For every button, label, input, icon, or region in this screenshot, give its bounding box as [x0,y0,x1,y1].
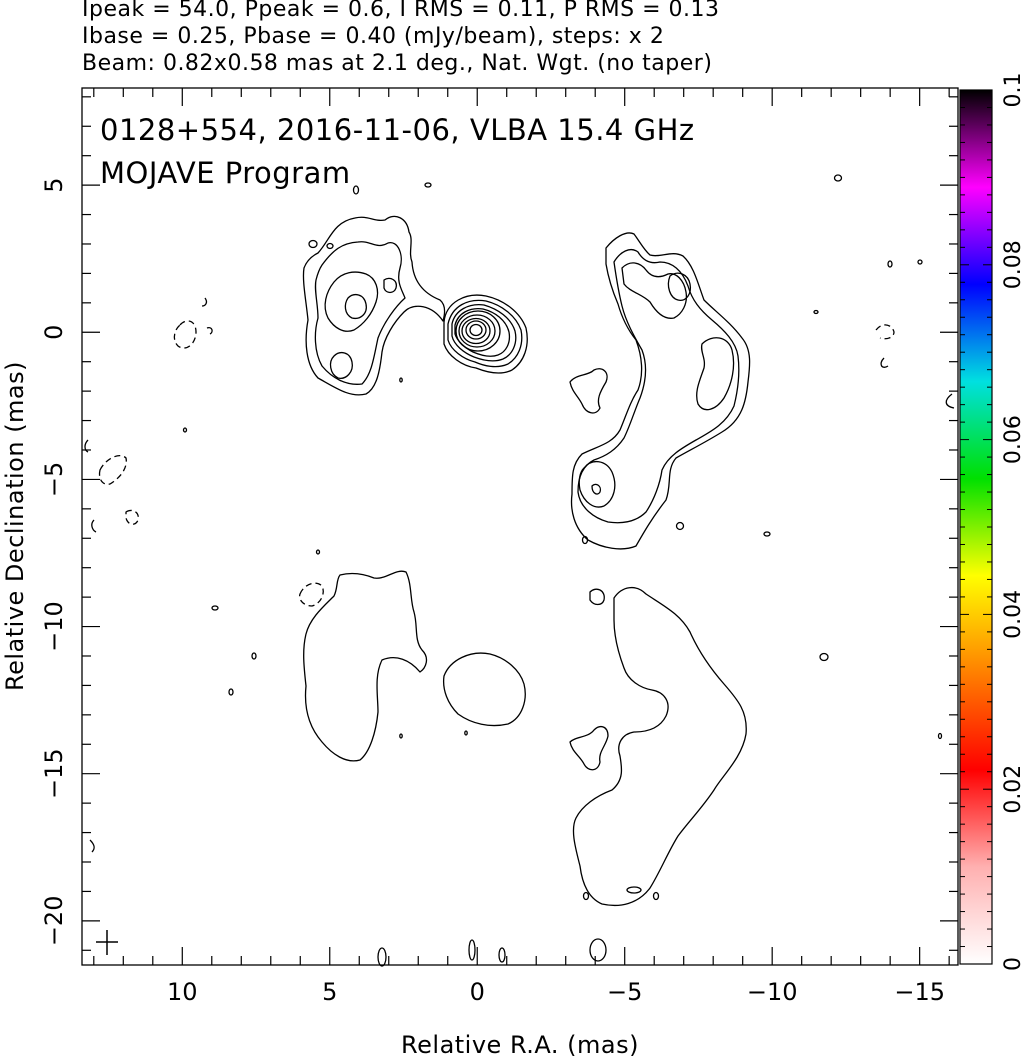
x-tick-label: 5 [322,978,337,1006]
contour-core-7 [461,317,491,345]
beam-marker [96,930,118,955]
chart-title: 0128+554, 2016-11-06, VLBA 15.4 GHz [100,113,695,147]
contour-core-9 [469,323,483,337]
plot-frame [81,87,959,966]
contour-core-6 [458,314,496,348]
x-tick-label: 10 [167,978,198,1006]
colorbar [960,90,992,964]
colorbar-tick-label: 0.06 [1001,415,1021,464]
contour-core-8 [465,320,487,340]
contour-west-lobe-5 [696,337,735,411]
y-tick-label: −10 [40,601,68,652]
contour-pol-core [442,652,526,727]
contour-west-lobe-3 [621,262,688,319]
contour-pol-east [303,570,428,762]
chart-subtitle: MOJAVE Program [100,156,351,190]
colorbar-tick-label: 0.1 [1001,73,1021,108]
contour-east-lobe-2 [314,241,406,385]
contour-west-lobe-2 [577,248,740,524]
contour-pol-west [572,587,747,907]
contour-core-1 [443,294,528,374]
contour-west-lobe-7 [591,483,602,495]
contour-east-lobe-4 [329,351,353,379]
x-tick-label: 0 [470,978,485,1006]
y-tick-label: 5 [40,177,68,192]
x-axis-label: Relative R.A. (mas) [401,1031,639,1059]
contour-west-lobe-6 [578,461,616,508]
y-tick-label: −20 [40,896,68,947]
colorbar-ticks: 0 0.02 0.04 0.06 0.08 0.1 [960,73,1021,971]
contours [84,174,955,967]
x-tick-label: −5 [607,978,642,1006]
negative-contours [98,320,895,607]
contour-east-lobe [302,215,446,396]
contour-east-lobe-6 [383,277,397,294]
contour-core-2 [447,299,523,368]
y-tick-label: −15 [40,748,68,799]
y-tick-label: −5 [40,462,68,497]
header-beam-line: Beam: 0.82x0.58 mas at 2.1 deg., Nat. Wg… [82,51,713,76]
colorbar-tick-label: 0 [1001,957,1021,971]
contour-east-lobe-3 [324,271,379,332]
x-tick-label: −15 [894,978,945,1006]
colorbar-tick-label: 0.08 [1001,240,1021,289]
colorbar-tick-label: 0.02 [1001,765,1021,814]
axis-ticks [82,88,958,965]
contour-west-knot [569,368,608,414]
contour-pol-west-knot [569,725,609,771]
x-tick-label: −10 [747,978,798,1006]
contour-west-lobe [570,232,751,550]
contour-core-3 [451,304,517,362]
header-base-line: Ibase = 0.25, Pbase = 0.40 (mJy/beam), s… [82,24,665,49]
contour-west-lobe-4 [667,272,692,301]
contour-pol-west-spot [589,588,605,606]
header-peak-line: Ipeak = 54.0, Ppeak = 0.6, I RMS = 0.11,… [82,0,720,22]
y-axis-label: Relative Declination (mas) [1,361,29,691]
contour-core-5 [455,310,501,352]
colorbar-tick-label: 0.04 [1001,590,1021,639]
contour-east-lobe-5 [344,293,367,320]
axis-tick-labels: 10 5 0 −5 −10 −15 5 0 −5 −10 −15 −20 [40,177,945,1006]
y-tick-label: 0 [40,325,68,340]
